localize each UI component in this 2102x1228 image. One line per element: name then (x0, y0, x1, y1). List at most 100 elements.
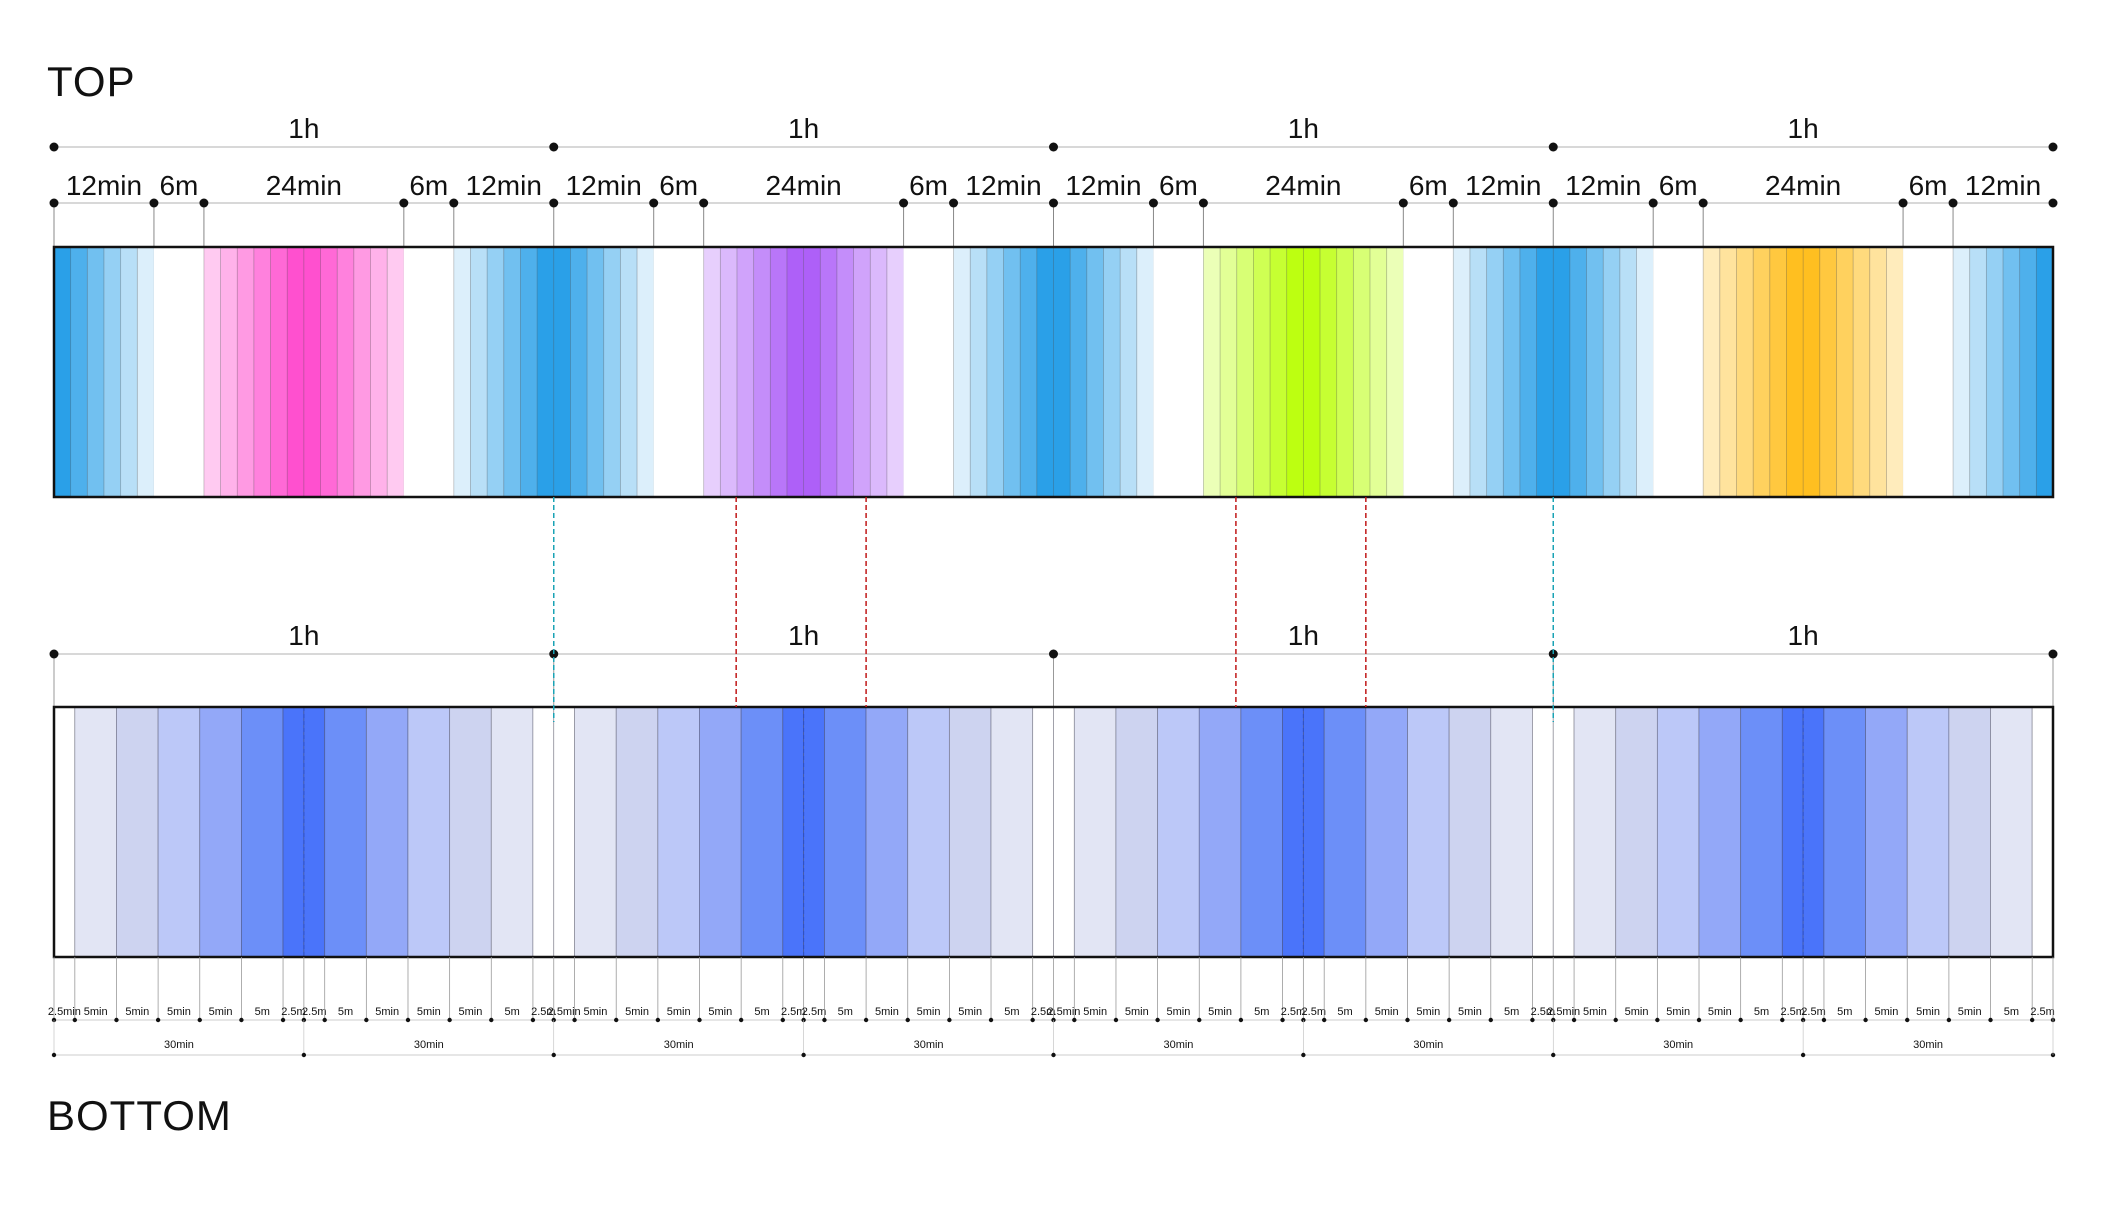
color-gradient-band (1802, 246, 1821, 498)
half-hour-tick-dot (1551, 1052, 1556, 1058)
segment-label: 5min (1458, 1006, 1482, 1018)
blue-transition-band (2002, 246, 2021, 498)
intensity-block (657, 706, 700, 958)
color-gradient-band (303, 246, 322, 498)
segment-label: 5min (1167, 1006, 1191, 1018)
segment-label: 5min (875, 1006, 899, 1018)
half-hour-tick-dot (551, 1052, 556, 1058)
color-gradient-band (286, 246, 305, 498)
blue-transition-band (1552, 246, 1571, 498)
blue-transition-band (503, 246, 522, 498)
intensity-block (740, 706, 784, 958)
rest-block (153, 247, 204, 497)
intensity-block (407, 706, 451, 958)
segment-label: 5min (375, 1006, 399, 1018)
intensity-block (1302, 706, 1325, 958)
blue-transition-band (2035, 246, 2054, 498)
segment-label: 5min (459, 1006, 483, 1018)
segment-label: 5m (1254, 1006, 1269, 1018)
color-gradient-band (370, 246, 388, 498)
intensity-block (74, 706, 117, 958)
color-gradient-band (1886, 246, 1904, 498)
rest-block (1153, 247, 1204, 497)
segment-tick-dot (1238, 1017, 1244, 1023)
segment-tick-dot (649, 198, 659, 208)
intensity-block (1573, 706, 1617, 958)
half-hour-label: 30min (1913, 1039, 1943, 1051)
segment-label: 5min (417, 1006, 441, 1018)
hour-tick-dot (549, 142, 559, 152)
segment-tick-dot (1548, 198, 1558, 208)
segment-tick-dot (1405, 1017, 1410, 1023)
segment-tick-dot (1446, 1017, 1452, 1023)
half-hour-tick-dot (301, 1052, 307, 1058)
segment-label: 6m (1909, 170, 1948, 201)
hour-tick-dot (2048, 142, 2058, 152)
half-hour-label: 30min (414, 1039, 444, 1051)
rest-block (1403, 247, 1454, 497)
segment-label: 5m (338, 1006, 353, 1018)
blue-transition-band (103, 246, 122, 498)
segment-label: 5m (255, 1006, 270, 1018)
intensity-block (865, 706, 909, 958)
color-gradient-band (853, 246, 871, 498)
rest-block (403, 247, 454, 497)
segment-tick-dot (905, 1017, 910, 1023)
intensity-block (1365, 706, 1408, 958)
color-gradient-band (753, 246, 772, 498)
color-gradient-band (736, 246, 755, 498)
intensity-block (157, 706, 201, 958)
segment-label: 24min (1265, 170, 1341, 201)
color-gradient-band (1852, 246, 1871, 498)
intensity-block (324, 706, 367, 958)
blue-transition-band (470, 246, 488, 498)
segment-label: 5m (2004, 1006, 2019, 1018)
intensity-block (1740, 706, 1783, 958)
segment-label: 6m (1409, 170, 1448, 201)
half-hour-tick-dot (1301, 1052, 1306, 1058)
intensity-block (990, 706, 1034, 958)
segment-label: 6m (159, 170, 198, 201)
blue-transition-band (1586, 246, 1604, 498)
intensity-block (199, 706, 242, 958)
segment-tick-dot (549, 198, 559, 208)
segment-tick-dot (399, 198, 409, 208)
segment-tick-dot (1905, 1017, 1910, 1023)
segment-label: 5min (625, 1006, 649, 1018)
segment-label: 5min (667, 1006, 691, 1018)
hour-tick-dot (49, 649, 59, 659)
intensity-block (1656, 706, 1700, 958)
color-gradient-band (353, 246, 372, 498)
half-hour-label: 30min (1413, 1039, 1443, 1051)
segment-label: 24min (266, 170, 342, 201)
intensity-block (241, 706, 284, 958)
color-gradient-band (203, 246, 222, 498)
segment-tick-dot (405, 1017, 411, 1023)
color-gradient-band (1786, 246, 1804, 498)
blue-transition-band (636, 246, 655, 498)
intensity-block (824, 706, 867, 958)
intensity-block (1615, 706, 1658, 958)
segment-label: 6m (409, 170, 448, 201)
blue-transition-band (1469, 246, 1488, 498)
rest-block (653, 247, 704, 497)
segment-label: 5min (1625, 1006, 1649, 1018)
segment-tick-dot (1197, 1017, 1202, 1023)
color-gradient-band (1869, 246, 1888, 498)
color-gradient-band (1253, 246, 1271, 498)
bottom-title: BOTTOM (47, 1092, 232, 1139)
intensity-block (1802, 706, 1825, 958)
blue-transition-band (1103, 246, 1121, 498)
intensity-block (303, 706, 326, 958)
segment-label: 5min (1125, 1006, 1149, 1018)
segment-label: 2.5min (1047, 1006, 1080, 1018)
intensity-block (699, 706, 742, 958)
intensity-block (1823, 706, 1866, 958)
color-gradient-band (803, 246, 821, 498)
segment-tick-dot (1696, 1017, 1702, 1023)
color-gradient-band (270, 246, 288, 498)
segment-tick-dot (1049, 198, 1058, 208)
segment-tick-dot (1898, 198, 1908, 208)
half-hour-label: 30min (164, 1039, 194, 1051)
blue-transition-band (1069, 246, 1088, 498)
